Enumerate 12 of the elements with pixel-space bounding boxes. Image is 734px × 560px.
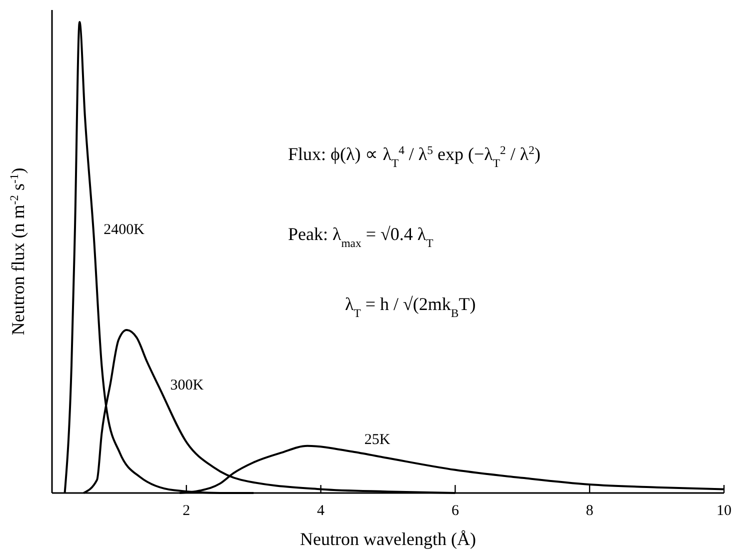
annotation: λ$_{T}$ = h / √(2mk$_{B}$T) <box>345 294 476 320</box>
series-label: 25K <box>364 432 390 448</box>
annotation: Peak: λ$_{max}$ = √0.4 λ$_{T}$ <box>288 224 434 250</box>
x-axis-title: Neutron wavelength (Å) <box>300 529 476 549</box>
text: Flux: ϕ(λ) ∝ λ$_{T}$$^{4}$ / λ$^{5}$ exp (−λ$_{T}$$^{2}$ / λ$^{2}$) <box>288 144 540 170</box>
x-tick-label: 2 <box>182 503 190 519</box>
x-tick-label: 8 <box>586 503 594 519</box>
x-tick-label: 4 <box>317 503 326 519</box>
x-tick-label: 6 <box>451 503 460 519</box>
x-tick-label: 10 <box>716 503 732 519</box>
series-label: 300K <box>170 377 204 394</box>
series-label: 2400K <box>104 222 145 238</box>
